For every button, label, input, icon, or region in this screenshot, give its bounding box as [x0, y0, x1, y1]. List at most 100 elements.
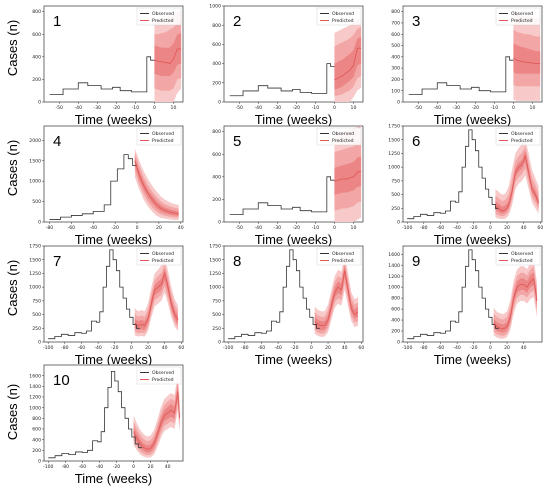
- x-tick-label: -40: [453, 345, 461, 351]
- x-tick-label: -40: [274, 345, 282, 351]
- legend-predicted-label: Predicted: [511, 138, 533, 144]
- legend-observed-label: Observed: [332, 11, 354, 17]
- y-axis-label: Cases (n): [5, 384, 20, 440]
- observed-series-line: [229, 63, 335, 97]
- x-tick-label: -40: [434, 105, 442, 111]
- y-tick-label: 250: [391, 206, 400, 212]
- x-tick-label: -40: [89, 225, 97, 231]
- legend-predicted-label: Predicted: [511, 258, 533, 264]
- y-tick-label: 1400: [29, 384, 41, 390]
- x-tick-label: -20: [113, 105, 121, 111]
- prediction-band-inner: [334, 156, 362, 195]
- x-tick-label: -40: [75, 105, 83, 111]
- y-tick-label: 600: [391, 307, 400, 313]
- x-tick-label: 0: [333, 105, 336, 111]
- x-tick-label: -30: [453, 105, 461, 111]
- y-tick-label: 100: [391, 88, 400, 94]
- prediction-band-outer: [133, 373, 180, 458]
- y-tick-label: 1500: [209, 257, 221, 263]
- x-tick-label: -60: [258, 345, 266, 351]
- y-tick-label: 400: [212, 174, 221, 180]
- x-tick-label: -20: [111, 345, 119, 351]
- x-tick-label: -20: [113, 464, 121, 470]
- x-tick-label: 40: [521, 225, 527, 231]
- y-tick-label: 200: [32, 448, 41, 454]
- predicted-series-line: [133, 391, 181, 450]
- y-tick-label: 2000: [29, 138, 41, 144]
- legend-predicted-label: Predicted: [152, 138, 174, 144]
- observed-series-line: [229, 176, 335, 216]
- panel-number: 5: [233, 133, 241, 150]
- y-tick-label: 500: [32, 312, 41, 318]
- x-tick-label: -80: [420, 225, 428, 231]
- x-tick-label: -100: [223, 345, 234, 351]
- y-tick-label: 800: [212, 129, 221, 135]
- x-tick-label: -60: [78, 345, 86, 351]
- predicted-series-line: [154, 48, 182, 65]
- x-tick-label: 20: [504, 225, 510, 231]
- x-tick-label: 0: [489, 345, 492, 351]
- x-axis-title: Time (weeks): [434, 112, 512, 127]
- predicted-series-line: [134, 160, 179, 215]
- x-tick-label: 0: [512, 105, 515, 111]
- predicted-series-line: [314, 270, 359, 326]
- chart-panel-8: -100 -80 -60 -40 -20 0 20 40 60 0 250 500 750 1000 125…: [209, 244, 364, 367]
- y-tick-label: 400: [391, 318, 400, 324]
- panel-number: 7: [53, 253, 61, 270]
- x-tick-label: 0: [333, 225, 336, 231]
- x-tick-label: -10: [491, 105, 499, 111]
- x-tick-label: 40: [165, 464, 171, 470]
- y-tick-label: 1000: [388, 285, 400, 291]
- x-axis-title: Time (weeks): [255, 352, 333, 367]
- y-tick-label: 400: [212, 61, 221, 67]
- predicted-series-line: [334, 47, 362, 81]
- legend-observed-label: Observed: [332, 131, 354, 137]
- x-tick-label: -50: [235, 105, 243, 111]
- x-tick-label: 20: [145, 345, 151, 351]
- x-tick-label: 0: [153, 105, 156, 111]
- y-tick-label: 0: [218, 100, 221, 106]
- prediction-band-inner: [314, 265, 359, 331]
- x-axis-title: Time (weeks): [255, 112, 333, 127]
- x-axis-title: Time (weeks): [75, 112, 153, 127]
- x-tick-label: -50: [414, 105, 422, 111]
- y-tick-label: 750: [391, 178, 400, 184]
- x-tick-label: -50: [55, 105, 63, 111]
- y-tick-label: 0: [38, 220, 41, 226]
- observed-series-line: [407, 129, 499, 220]
- legend-predicted-label: Predicted: [332, 258, 354, 264]
- y-tick-label: 800: [212, 23, 221, 29]
- y-tick-label: 1250: [388, 151, 400, 157]
- y-tick-label: 1000: [29, 405, 41, 411]
- x-tick-label: -40: [453, 225, 461, 231]
- x-tick-label: -10: [132, 105, 140, 111]
- x-tick-label: -10: [312, 225, 320, 231]
- y-tick-label: 1500: [29, 257, 41, 263]
- y-tick-label: 250: [32, 326, 41, 332]
- x-tick-label: -60: [437, 225, 445, 231]
- y-tick-label: 750: [212, 298, 221, 304]
- observed-series-line: [48, 370, 143, 459]
- legend-observed-label: Observed: [152, 251, 174, 257]
- y-tick-label: 750: [32, 298, 41, 304]
- y-tick-label: 500: [391, 43, 400, 49]
- y-tick-label: 500: [391, 192, 400, 198]
- y-tick-label: 200: [212, 80, 221, 86]
- x-tick-label: -60: [68, 225, 76, 231]
- legend-observed-label: Observed: [511, 131, 533, 137]
- y-tick-label: 600: [212, 42, 221, 48]
- x-tick-label: -80: [46, 225, 54, 231]
- x-tick-label: 10: [171, 105, 177, 111]
- y-tick-label: 1750: [29, 244, 41, 250]
- x-tick-label: 10: [351, 225, 357, 231]
- y-tick-label: 500: [212, 312, 221, 318]
- x-tick-label: -50: [235, 225, 243, 231]
- legend-predicted-label: Predicted: [152, 258, 174, 264]
- legend-predicted-label: Predicted: [511, 18, 533, 24]
- panel-number: 10: [53, 372, 70, 389]
- x-tick-label: 20: [148, 464, 154, 470]
- y-tick-label: 1500: [388, 137, 400, 143]
- x-tick-label: -40: [94, 345, 102, 351]
- panel-number: 6: [412, 133, 420, 150]
